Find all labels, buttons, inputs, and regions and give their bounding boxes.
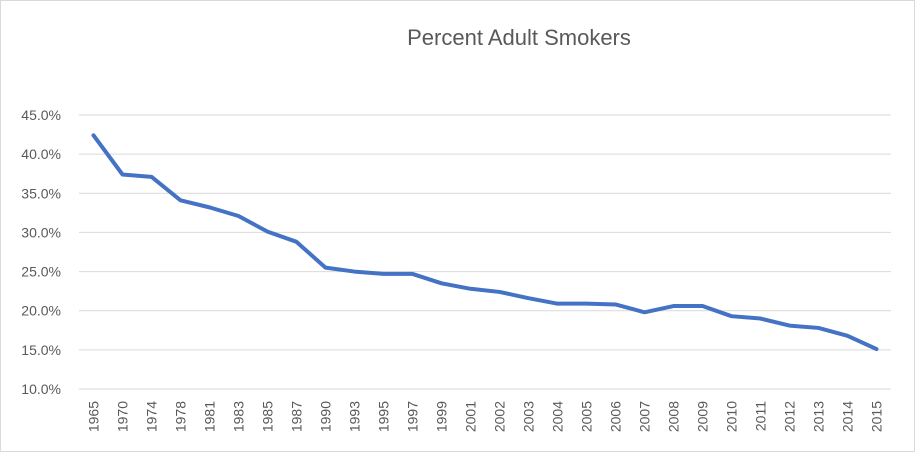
x-tick-label: 1995	[376, 401, 392, 432]
x-axis-ticks: 1965 1970 1974 1978 1981 1983 1985 1987 1990 1993…	[86, 401, 885, 432]
y-tick-label: 10.0%	[21, 381, 61, 397]
y-tick-label: 45.0%	[21, 107, 61, 123]
series-line	[91, 133, 879, 352]
x-tick-label: 2011	[753, 401, 769, 431]
x-tick-label: 1985	[260, 401, 276, 432]
x-tick-label: 1983	[231, 401, 247, 432]
x-tick-label: 2004	[550, 401, 566, 432]
y-tick-label: 25.0%	[21, 264, 61, 280]
x-tick-label: 1965	[86, 401, 102, 432]
chart-title: Percent Adult Smokers	[407, 25, 631, 50]
x-tick-label: 2005	[579, 401, 595, 432]
y-tick-label: 30.0%	[21, 224, 61, 240]
x-tick-label: 1999	[434, 401, 450, 432]
x-tick-label: 1993	[347, 401, 363, 432]
x-tick-label: 1987	[289, 401, 305, 432]
x-tick-label: 1978	[173, 401, 189, 432]
x-tick-label: 2002	[492, 401, 508, 432]
x-tick-label: 2012	[782, 401, 798, 432]
x-tick-label: 2007	[637, 401, 653, 432]
y-tick-label: 40.0%	[21, 146, 61, 162]
y-tick-label: 15.0%	[21, 342, 61, 358]
x-tick-label: 2015	[869, 401, 885, 432]
y-tick-label: 20.0%	[21, 303, 61, 319]
gridlines	[79, 114, 891, 390]
x-tick-label: 2014	[840, 401, 856, 432]
x-tick-label: 1997	[405, 401, 421, 432]
x-tick-label: 2013	[811, 401, 827, 432]
series-layer	[91, 133, 879, 352]
y-tick-label: 35.0%	[21, 185, 61, 201]
x-tick-label: 2010	[724, 401, 740, 432]
x-tick-label: 1970	[115, 401, 131, 432]
x-tick-label: 2001	[463, 401, 479, 432]
x-tick-label: 2009	[695, 401, 711, 432]
x-tick-label: 2006	[608, 401, 624, 432]
y-axis-ticks: 10.0% 15.0% 20.0% 25.0% 30.0% 35.0% 40.0% 45.0%	[21, 107, 61, 397]
x-tick-label: 2008	[666, 401, 682, 432]
x-tick-label: 1990	[318, 401, 334, 432]
x-tick-label: 2003	[521, 401, 537, 432]
x-tick-label: 1981	[202, 401, 218, 432]
x-tick-label: 1974	[144, 401, 160, 432]
